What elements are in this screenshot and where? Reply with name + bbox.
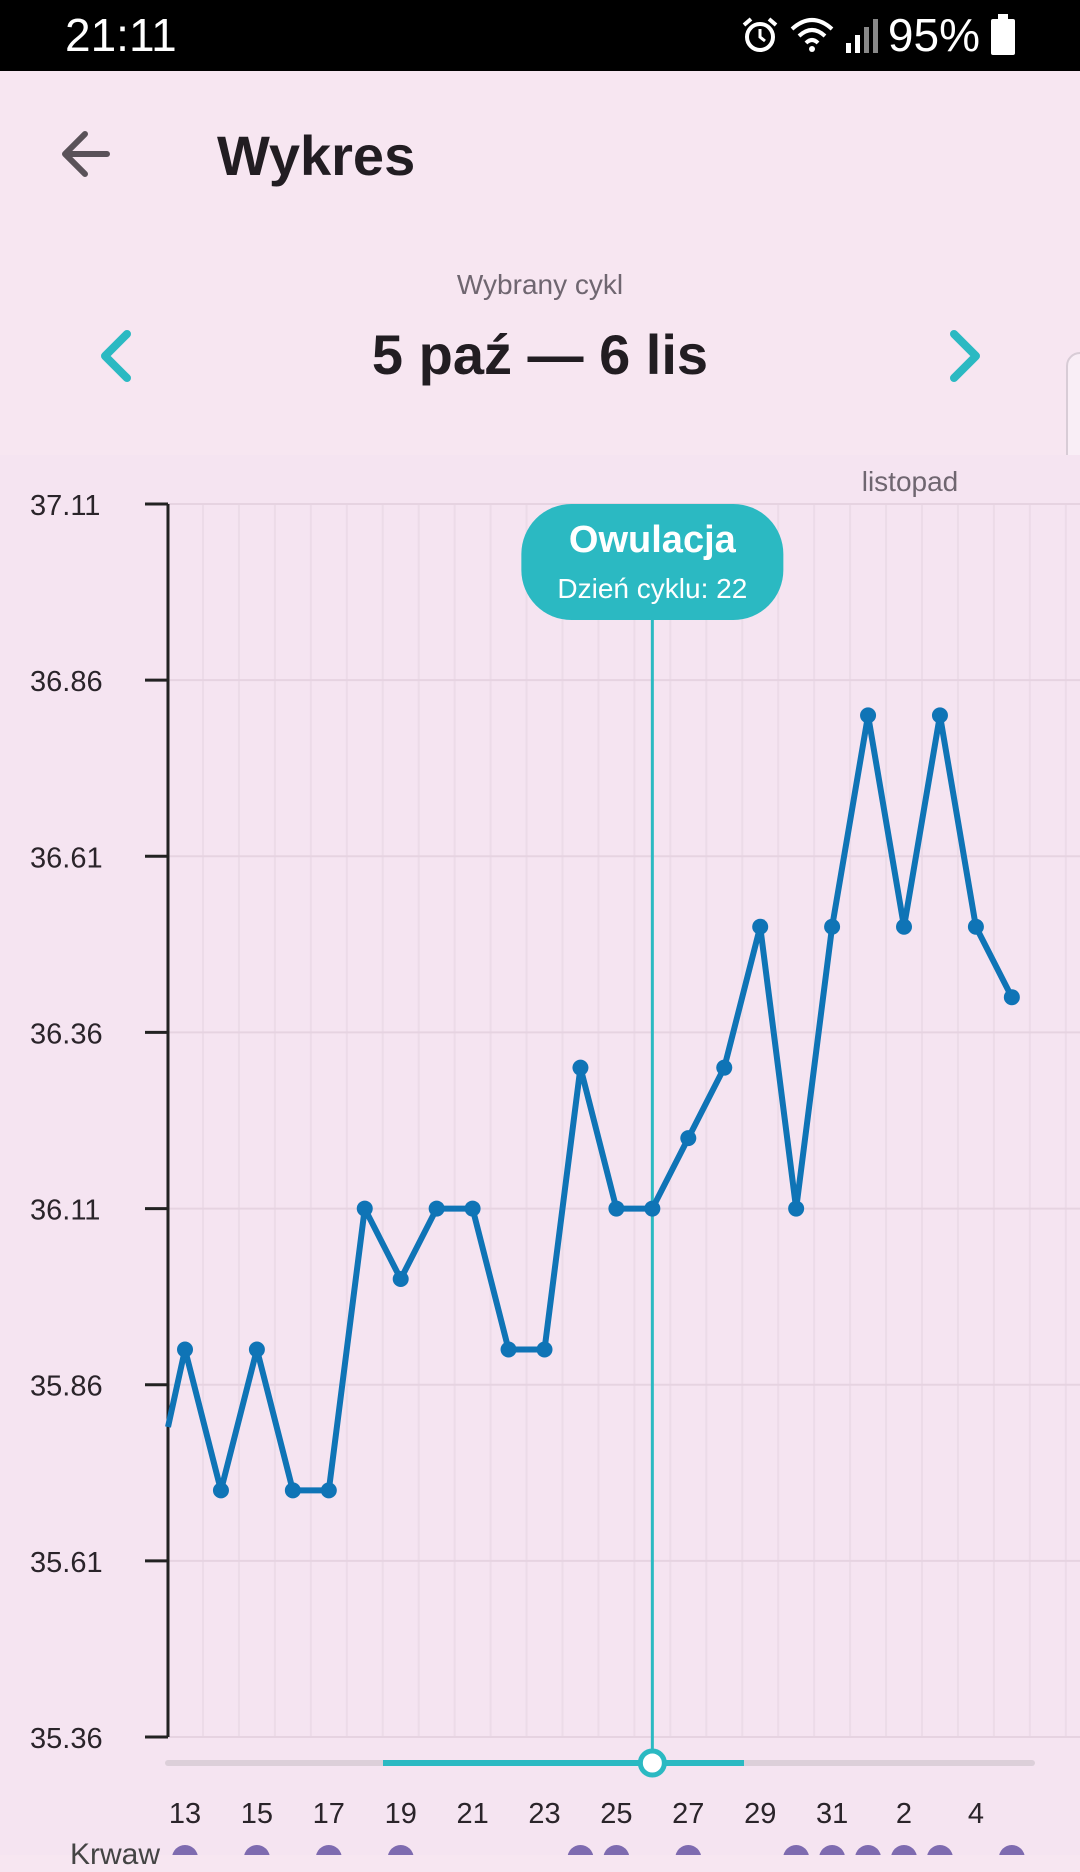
data-point[interactable] — [572, 1059, 589, 1076]
wifi-icon — [790, 18, 834, 52]
data-point[interactable] — [860, 707, 877, 724]
data-point[interactable] — [716, 1059, 733, 1076]
timeline-handle[interactable] — [637, 1748, 667, 1778]
y-tick-label: 36.11 — [30, 1195, 100, 1227]
y-tick-label: 35.86 — [30, 1371, 103, 1403]
bleeding-row-label: Krwaw — [70, 1838, 161, 1871]
data-point[interactable] — [931, 707, 948, 724]
status-time: 21:11 — [65, 9, 177, 61]
x-tick-label: 31 — [816, 1798, 848, 1830]
arrow-left-icon — [62, 131, 110, 177]
chevron-right-icon — [950, 330, 980, 382]
data-point[interactable] — [212, 1482, 229, 1499]
x-tick-label: 13 — [169, 1798, 201, 1830]
y-tick-label: 37.11 — [30, 490, 100, 522]
y-tick-label: 36.61 — [30, 842, 103, 874]
bleeding-marker[interactable] — [855, 1845, 881, 1855]
back-button[interactable] — [45, 114, 125, 194]
status-icons: 95% — [740, 8, 1016, 62]
data-point[interactable] — [284, 1482, 301, 1499]
x-tick-label: 21 — [456, 1798, 488, 1830]
battery-percent: 95% — [887, 9, 980, 61]
data-point[interactable] — [392, 1271, 409, 1288]
bleeding-marker[interactable] — [244, 1845, 270, 1855]
chevron-left-icon — [101, 330, 131, 382]
x-tick-label: 4 — [968, 1798, 984, 1830]
x-tick-label: 2 — [896, 1798, 912, 1830]
battery-icon — [991, 14, 1015, 55]
x-tick-label: 19 — [385, 1798, 417, 1830]
x-tick-label: 25 — [600, 1798, 632, 1830]
bleeding-marker[interactable] — [783, 1845, 809, 1855]
x-tick-label: 17 — [313, 1798, 345, 1830]
data-point[interactable] — [896, 918, 912, 935]
bleeding-marker[interactable] — [172, 1845, 198, 1855]
bleeding-marker[interactable] — [603, 1845, 630, 1855]
data-point[interactable] — [788, 1200, 805, 1217]
ovulation-badge[interactable] — [521, 504, 784, 620]
data-point[interactable] — [967, 918, 984, 935]
data-point[interactable] — [752, 918, 769, 935]
bleeding-marker[interactable] — [388, 1845, 414, 1855]
alarm-icon — [742, 17, 778, 52]
temperature-chart-area[interactable]: 37.11 36.86 36.61 36.36 36.11 35.86 35.61 35.36… — [0, 455, 1080, 1855]
data-point[interactable] — [428, 1200, 445, 1217]
data-point[interactable] — [356, 1200, 373, 1217]
data-point[interactable] — [177, 1341, 193, 1358]
data-point[interactable] — [500, 1341, 517, 1358]
data-point[interactable] — [1003, 989, 1020, 1006]
previous-cycle-button[interactable] — [86, 318, 146, 394]
data-point[interactable] — [608, 1200, 625, 1217]
x-tick-label: 29 — [744, 1798, 776, 1830]
bleeding-marker[interactable] — [891, 1845, 917, 1855]
ovulation-subtitle: Dzień cyklu: 22 — [557, 573, 747, 604]
cycle-range: 5 paź — 6 lis — [371, 323, 709, 386]
data-point[interactable] — [824, 918, 841, 935]
data-point[interactable] — [644, 1200, 661, 1217]
y-tick-label: 35.36 — [30, 1723, 103, 1755]
signal-icon — [845, 19, 878, 53]
bleeding-marker[interactable] — [999, 1845, 1025, 1855]
next-cycle-button[interactable] — [935, 318, 995, 394]
bleeding-marker[interactable] — [567, 1845, 594, 1855]
y-tick-label: 35.61 — [30, 1547, 103, 1579]
temperature-chart[interactable]: 37.11 36.86 36.61 36.36 36.11 35.86 35.61 35.36… — [0, 455, 1080, 1855]
x-tick-label: 23 — [528, 1798, 560, 1830]
data-point[interactable] — [464, 1200, 481, 1217]
data-point[interactable] — [248, 1341, 265, 1358]
bleeding-marker[interactable] — [819, 1845, 845, 1855]
bleeding-marker[interactable] — [927, 1845, 953, 1855]
app-bar: Wykres — [0, 71, 1080, 241]
y-tick-label: 36.86 — [30, 666, 103, 698]
y-tick-label: 36.36 — [30, 1018, 103, 1050]
status-bar: 21:11 95% — [0, 0, 1080, 71]
cycle-label: Wybrany cykl — [456, 269, 624, 300]
data-point[interactable] — [536, 1341, 553, 1358]
ovulation-title: Owulacja — [569, 519, 737, 561]
data-point[interactable] — [680, 1130, 697, 1147]
x-tick-label: 15 — [241, 1798, 273, 1830]
bleeding-marker[interactable] — [316, 1845, 342, 1855]
month-label: listopad — [862, 466, 959, 497]
data-point[interactable] — [320, 1482, 337, 1499]
page-title: Wykres — [217, 124, 416, 187]
bleeding-marker[interactable] — [675, 1845, 701, 1855]
x-tick-label: 27 — [672, 1798, 704, 1830]
